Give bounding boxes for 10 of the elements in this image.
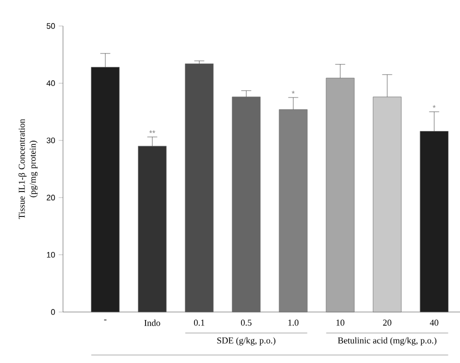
x-tick-label: 0.1 xyxy=(194,320,204,326)
x-tick-label: 10 xyxy=(336,320,344,326)
x-tick-label: 20 xyxy=(383,320,392,326)
x-tick-label: 40 xyxy=(430,320,438,326)
text: Betulinic acid (mg/kg, p.o.) xyxy=(338,337,436,346)
x-tick-label: 0.5 xyxy=(240,320,252,326)
y-axis-title: Tissue IL1-β Concentration (pg/mg protein) xyxy=(18,118,38,220)
x-tick-label: 1.0 xyxy=(288,320,298,326)
x-tick-label: Indo xyxy=(144,320,160,326)
text: SDE (g/kg, p.o.) xyxy=(217,337,276,346)
